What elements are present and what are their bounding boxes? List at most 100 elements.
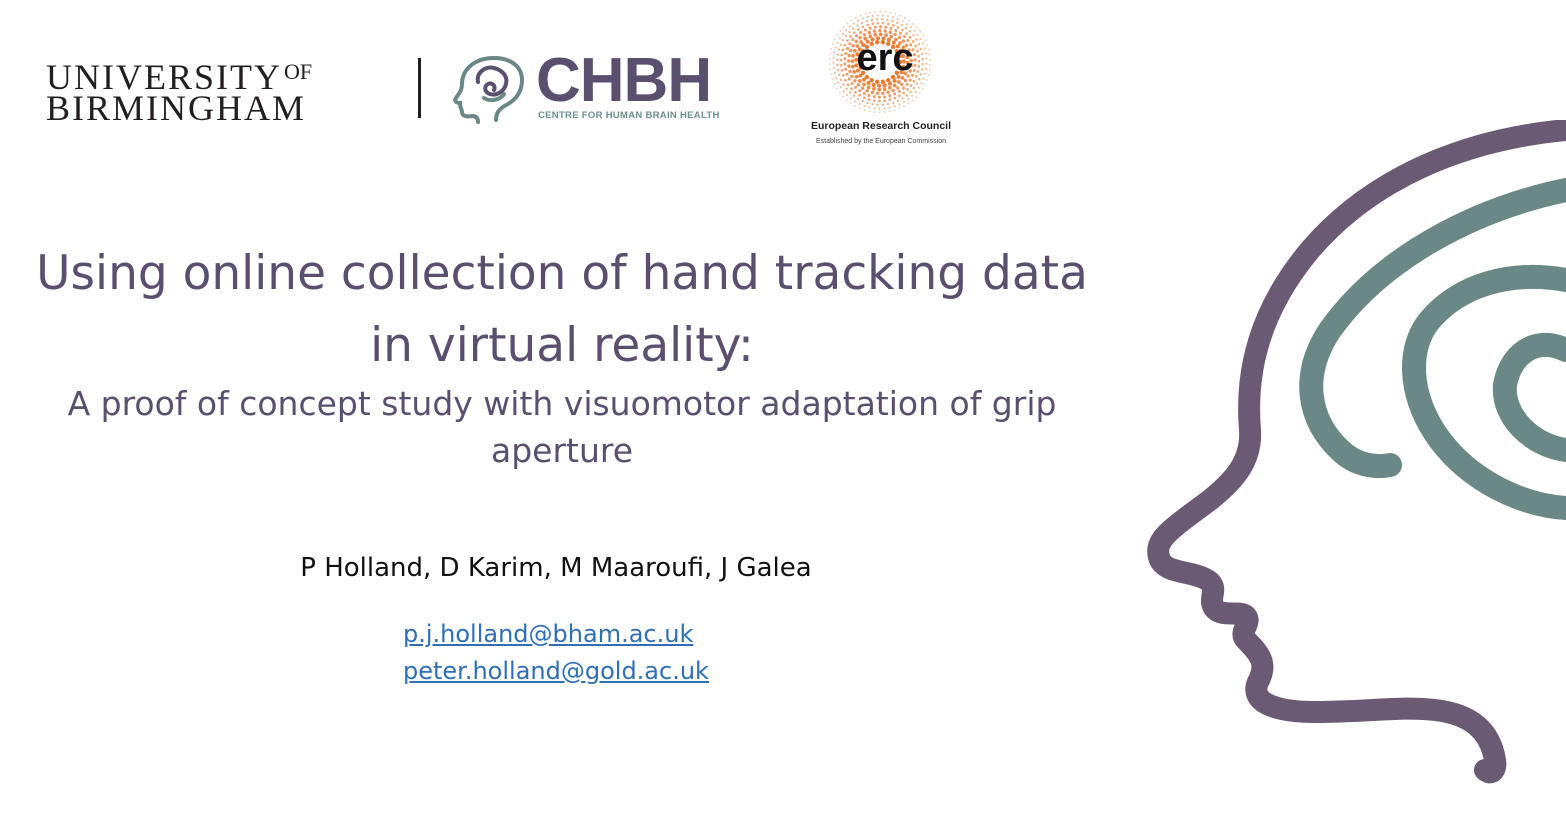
erc-dot — [892, 83, 897, 88]
erc-dot — [832, 43, 834, 45]
erc-dot — [866, 16, 869, 19]
erc-dot — [919, 38, 922, 41]
erc-dot — [888, 94, 892, 98]
erc-dot — [855, 44, 860, 48]
erc-dot — [911, 73, 915, 77]
erc-dot — [901, 45, 906, 50]
erc-dot — [903, 71, 908, 76]
erc-dot — [871, 82, 876, 87]
erc-dot — [850, 97, 853, 100]
erc-dot — [921, 42, 924, 45]
erc-dot — [863, 28, 867, 32]
erc-dot — [878, 32, 883, 37]
erc-dot — [839, 43, 842, 46]
erc-dot — [925, 62, 928, 65]
brain-swirl-outer — [1299, 178, 1566, 479]
erc-dot — [875, 91, 880, 95]
erc-mark: erc — [856, 37, 913, 79]
erc-dot — [848, 25, 851, 28]
email-link-bham[interactable]: p.j.holland@bham.ac.uk — [403, 620, 694, 648]
erc-dot — [861, 25, 865, 29]
erc-burst-icon: erc — [828, 10, 932, 114]
erc-dot — [906, 74, 910, 78]
erc-dot — [832, 61, 835, 64]
head-brain-icon — [453, 56, 525, 124]
erc-dot — [862, 33, 867, 37]
erc-dot — [924, 52, 927, 55]
erc-dot — [833, 72, 836, 75]
erc-dot — [872, 87, 876, 91]
erc-dot — [913, 29, 916, 32]
erc-dot — [901, 28, 904, 32]
erc-dot — [905, 22, 908, 25]
erc-dot — [900, 82, 904, 87]
erc-dot — [872, 99, 876, 102]
erc-dot — [864, 44, 870, 50]
erc-dot — [856, 83, 861, 87]
erc-dot — [847, 64, 851, 68]
erc-dot — [857, 47, 862, 52]
erc-dot — [838, 73, 841, 77]
erc-dot — [860, 21, 864, 25]
erc-dot — [883, 111, 886, 114]
erc-dot — [897, 80, 901, 84]
chbh-logo: CHBH CENTRE FOR HUMAN BRAIN HEALTH — [450, 46, 750, 124]
university-of-birmingham-logo: UNIVERSITYOF BIRMINGHAM — [46, 56, 312, 126]
erc-dot — [893, 92, 897, 96]
erc-dot — [881, 36, 886, 41]
erc-dot — [926, 44, 929, 46]
erc-dot — [848, 69, 852, 74]
erc-dot — [836, 53, 840, 56]
erc-dot — [866, 85, 871, 90]
erc-dot — [859, 31, 863, 35]
erc-dot — [878, 107, 881, 110]
erc-dot — [863, 104, 866, 107]
erc-dot — [898, 31, 902, 35]
erc-dot — [889, 11, 892, 14]
erc-dot — [887, 81, 892, 86]
erc-dot — [846, 22, 849, 25]
erc-dot — [858, 107, 861, 110]
erc-dot — [899, 15, 902, 17]
erc-dot — [846, 59, 851, 63]
erc-dot — [854, 57, 859, 62]
erc-dot — [854, 34, 859, 38]
erc-dot — [913, 63, 917, 67]
contact-emails: p.j.holland@bham.ac.uk peter.holland@gol… — [403, 616, 709, 690]
erc-dot — [836, 87, 838, 90]
erc-dot — [850, 74, 854, 79]
erc-dot — [886, 22, 890, 26]
erc-dot — [862, 96, 866, 100]
title-line-2: in virtual reality: — [370, 318, 754, 373]
erc-dot — [912, 34, 915, 37]
erc-dot — [876, 14, 879, 17]
erc-dot — [908, 78, 912, 82]
erc-dot — [883, 99, 887, 103]
erc-dot — [901, 20, 904, 23]
erc-dot — [835, 76, 838, 79]
erc-dot — [840, 69, 844, 72]
erc-dot — [842, 26, 845, 28]
erc-dot — [881, 103, 885, 106]
erc-dot — [850, 87, 853, 91]
erc-dot — [897, 35, 902, 40]
erc-dot — [842, 83, 845, 86]
erc-dot — [861, 43, 866, 48]
erc-dot — [915, 96, 918, 98]
erc-dot — [858, 79, 862, 83]
erc-dot — [917, 86, 920, 89]
erc-dot — [896, 65, 902, 70]
erc-dot — [886, 102, 890, 106]
erc-dot — [854, 74, 859, 79]
erc-tagline: Established by the European Commission — [816, 138, 946, 145]
erc-dot — [877, 83, 882, 88]
erc-dot — [834, 46, 837, 49]
erc-dot — [923, 47, 926, 50]
erc-dot — [866, 80, 871, 85]
erc-dot — [837, 48, 841, 51]
erc-dot — [901, 64, 906, 69]
erc-dot — [882, 14, 885, 17]
erc-dot — [833, 83, 836, 85]
erc-dot — [843, 43, 847, 47]
email-link-gold[interactable]: peter.holland@gold.ac.uk — [403, 657, 709, 685]
